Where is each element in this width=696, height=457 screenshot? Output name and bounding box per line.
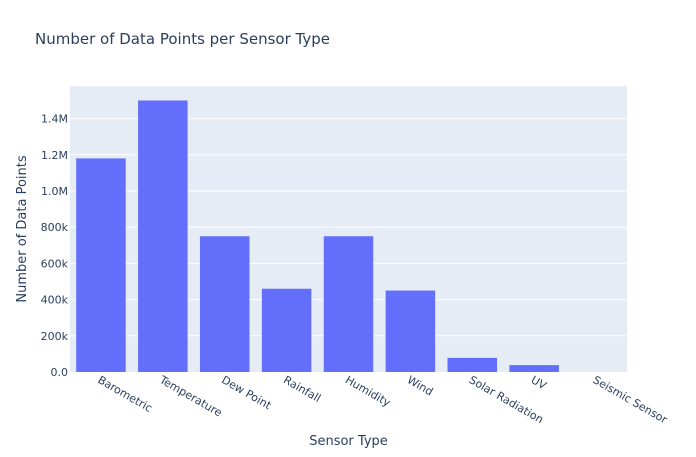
y-tick-label: 1.4M	[41, 113, 68, 126]
y-tick-label: 200k	[41, 330, 69, 343]
x-tick-label: Rainfall	[281, 373, 323, 405]
x-tick-label: Wind	[405, 373, 435, 398]
y-tick-label: 1.0M	[41, 185, 68, 198]
x-tick-label: Humidity	[343, 373, 393, 409]
x-tick-label: UV	[529, 373, 549, 392]
y-tick-label: 600k	[41, 257, 69, 270]
bar	[447, 357, 498, 372]
y-tick-label: 0.0	[51, 366, 69, 379]
x-tick-label: Seismic Sensor	[591, 373, 670, 426]
y-tick-labels: 0.0 200k 400k 600k 800k 1.0M 1.2M 1.4M	[41, 113, 69, 379]
chart-title: Number of Data Points per Sensor Type	[35, 30, 330, 48]
bar	[199, 236, 250, 372]
y-tick-label: 400k	[41, 294, 69, 307]
bar	[261, 288, 312, 372]
y-tick-label: 1.2M	[41, 149, 68, 162]
x-axis-label: Sensor Type	[309, 434, 388, 449]
bar	[385, 290, 436, 372]
bars	[76, 100, 559, 372]
x-tick-label: Barometric	[95, 373, 154, 415]
x-tick-label: Dew Point	[219, 373, 274, 412]
bar	[509, 365, 559, 372]
y-axis-label: Number of Data Points	[15, 155, 30, 302]
bar	[323, 236, 374, 372]
bar	[138, 100, 188, 372]
y-tick-label: 800k	[41, 221, 69, 234]
bar	[76, 158, 126, 372]
x-tick-label: Temperature	[156, 373, 224, 420]
